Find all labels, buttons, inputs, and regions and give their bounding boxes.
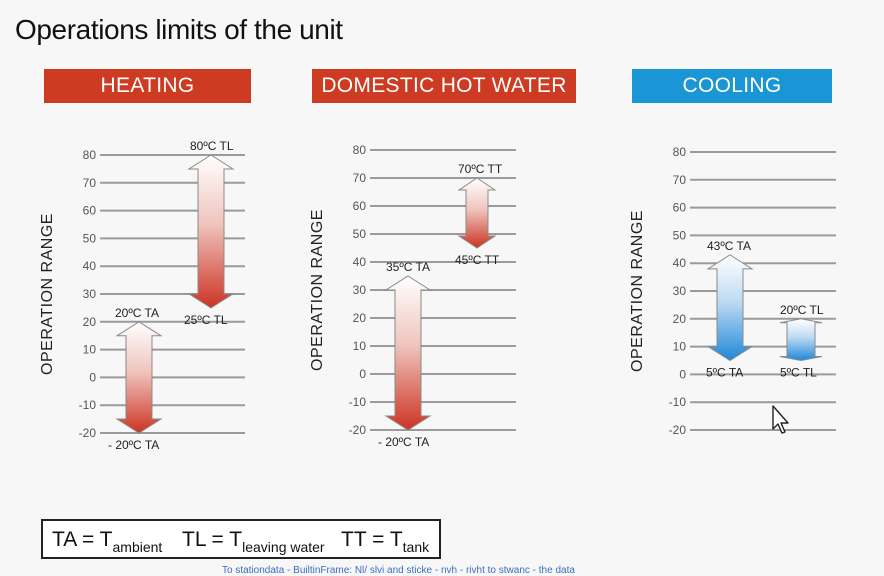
y-tick-label: 20: [673, 312, 687, 326]
y-axis-title: OPERATION RANGE: [39, 213, 56, 375]
y-tick-label: 70: [83, 176, 97, 190]
heating-header: HEATING: [44, 69, 251, 103]
y-tick-label: 70: [353, 171, 367, 185]
range-bottom-label: 5ºC TL: [780, 366, 817, 380]
range-bottom-label: 5ºC TA: [706, 366, 743, 380]
y-tick-label: 0: [89, 370, 96, 384]
range-top-label: 20ºC TL: [780, 303, 824, 317]
legend-tt-main: TT = T: [341, 528, 403, 551]
legend-tl-sub: leaving water: [242, 539, 325, 555]
y-tick-label: 60: [673, 201, 687, 215]
page-title: Operations limits of the unit: [15, 14, 343, 45]
y-tick-label: -10: [669, 395, 687, 409]
range-top-label: 20ºC TA: [115, 306, 159, 320]
mouse-cursor-icon: [772, 405, 789, 434]
range-top-label: 70ºC TT: [458, 162, 503, 176]
y-tick-label: 10: [353, 339, 367, 353]
y-tick-label: 80: [83, 148, 97, 162]
legend-tt: TT = Ttank: [341, 528, 429, 555]
y-tick-label: 0: [359, 367, 366, 381]
range-top-label: 35ºC TA: [386, 260, 430, 274]
y-tick-label: 40: [353, 255, 367, 269]
legend-ta: TA = Tambient: [52, 528, 162, 555]
range-arrow: [779, 318, 823, 362]
legend-box: TA = Tambient TL = Tleaving water TT = T…: [41, 519, 441, 559]
range-top-label: 80ºC TL: [190, 139, 234, 153]
range-arrow: [384, 275, 432, 431]
legend-tt-sub: tank: [402, 539, 430, 555]
y-tick-label: 20: [353, 311, 367, 325]
range-top-label: 43ºC TA: [707, 239, 751, 253]
range-bottom-label: - 20ºC TA: [378, 435, 429, 449]
cooling-header: COOLING: [632, 69, 832, 103]
y-tick-label: -10: [349, 395, 367, 409]
range-bottom-label: 45ºC TT: [455, 253, 500, 267]
legend-tl-main: TL = T: [182, 528, 243, 551]
legend-tl: TL = Tleaving water: [182, 528, 325, 555]
y-tick-label: 10: [83, 343, 97, 357]
y-tick-label: -20: [669, 423, 687, 437]
y-tick-label: -10: [79, 398, 97, 412]
range-arrow: [457, 177, 497, 249]
y-tick-label: -20: [349, 423, 367, 437]
range-arrow: [187, 154, 235, 309]
y-tick-label: 30: [673, 284, 687, 298]
y-tick-label: 50: [673, 228, 687, 242]
range-bottom-label: - 20ºC TA: [108, 438, 159, 452]
y-tick-label: 10: [673, 340, 687, 354]
legend-ta-main: TA = T: [52, 528, 113, 551]
y-tick-label: 50: [83, 231, 97, 245]
y-tick-label: 40: [673, 256, 687, 270]
y-tick-label: 50: [353, 227, 367, 241]
y-tick-label: 40: [83, 259, 97, 273]
y-tick-label: 80: [353, 143, 367, 157]
y-tick-label: 0: [679, 367, 686, 381]
range-arrow: [706, 254, 754, 362]
y-tick-label: 60: [83, 204, 97, 218]
y-tick-label: 20: [83, 315, 97, 329]
y-axis-title: OPERATION RANGE: [629, 210, 646, 372]
y-tick-label: 80: [673, 145, 687, 159]
y-tick-label: 70: [673, 173, 687, 187]
y-axis-title: OPERATION RANGE: [309, 209, 326, 371]
footer-text[interactable]: To stationdata - BuiltinFrame: Nl/ slvi …: [222, 565, 575, 576]
y-tick-label: 30: [353, 283, 367, 297]
y-tick-label: -20: [79, 426, 97, 440]
range-bottom-label: 25ºC TL: [184, 313, 228, 327]
y-tick-label: 30: [83, 287, 97, 301]
y-tick-label: 60: [353, 199, 367, 213]
legend-ta-sub: ambient: [112, 539, 163, 555]
range-arrow: [115, 321, 163, 434]
dhw-header: DOMESTIC HOT WATER: [312, 69, 576, 103]
